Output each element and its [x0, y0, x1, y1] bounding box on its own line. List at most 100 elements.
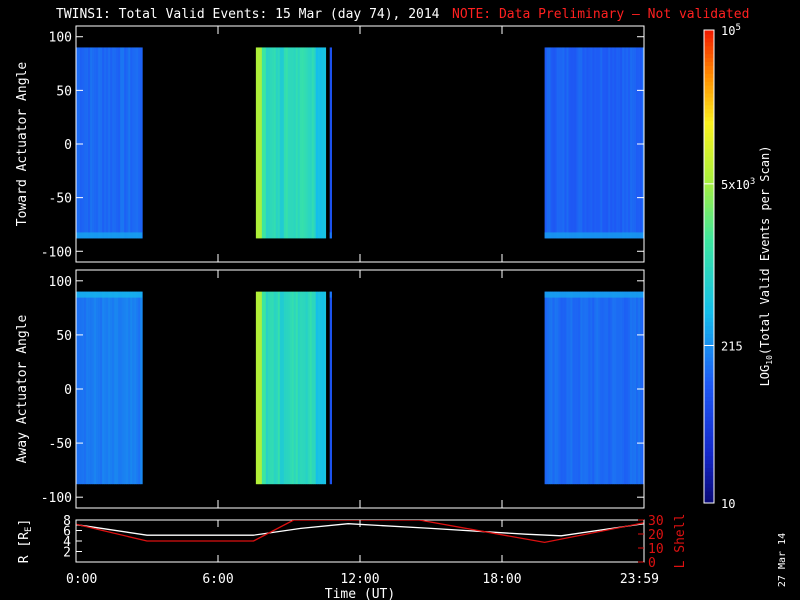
- heatmap-column: [255, 47, 259, 239]
- svg-text:LOG10(Total Valid Events per S: LOG10(Total Valid Events per Scan): [758, 146, 774, 387]
- colorbar-segment: [704, 305, 714, 311]
- heatmap-column: [640, 47, 643, 239]
- colorbar-segment: [704, 250, 714, 256]
- heatmap-column: [289, 291, 293, 485]
- colorbar-segment: [704, 41, 714, 47]
- heatmap-column: [291, 47, 295, 239]
- heatmap-column: [578, 47, 581, 239]
- heatmap-column: [311, 47, 315, 239]
- heatmap-column: [134, 47, 137, 239]
- heatmap-column: [132, 47, 135, 239]
- colorbar-segment: [704, 116, 714, 122]
- heatmap-column: [78, 47, 81, 239]
- heatmap-column: [128, 47, 131, 239]
- heatmap-column: [608, 47, 611, 239]
- heatmap-column: [544, 291, 547, 485]
- colorbar-segment: [704, 120, 714, 126]
- heatmap-column: [261, 291, 265, 485]
- colorbar-segment: [704, 258, 714, 264]
- colorbar-segment: [704, 100, 714, 106]
- heatmap-column: [128, 291, 131, 485]
- y-tick-label: -50: [49, 192, 72, 207]
- colorbar-segment: [704, 416, 714, 421]
- heatmap-column: [560, 291, 563, 485]
- heatmap-column: [279, 291, 283, 485]
- heatmap-column: [546, 47, 549, 239]
- heatmap-column: [108, 291, 111, 485]
- heatmap-column: [259, 291, 263, 485]
- heatmap-column: [311, 291, 315, 485]
- l-shell-series-line: [76, 520, 644, 544]
- colorbar-segment: [704, 128, 714, 133]
- data-block: [255, 291, 327, 485]
- x-tick-label: 18:00: [482, 572, 521, 587]
- heatmap-column: [544, 47, 547, 239]
- heatmap-column: [104, 291, 107, 485]
- heatmap-column: [78, 291, 81, 485]
- heatmap-column: [568, 47, 571, 239]
- colorbar-segment: [704, 171, 714, 177]
- heatmap-column: [120, 291, 123, 485]
- heatmap-column: [600, 47, 603, 239]
- heatmap-column: [624, 47, 627, 239]
- heatmap-column: [299, 291, 303, 485]
- colorbar-segment: [704, 57, 714, 63]
- heatmap-column: [297, 47, 301, 239]
- heatmap-column: [303, 291, 307, 485]
- heatmap-column: [590, 291, 593, 485]
- heatmap-column: [590, 47, 593, 239]
- heatmap-column: [606, 47, 609, 239]
- heatmap-column: [556, 291, 559, 485]
- heatmap-column: [604, 47, 607, 239]
- heatmap-column: [550, 47, 553, 239]
- heatmap-column: [102, 291, 105, 485]
- colorbar-segment: [704, 380, 714, 386]
- heatmap-column: [315, 291, 319, 485]
- heatmap-column: [592, 47, 595, 239]
- heatmap-column: [614, 291, 617, 485]
- heatmap-column: [271, 291, 275, 485]
- left-y-tick-label: 6: [63, 525, 71, 540]
- data-block: [255, 47, 327, 239]
- heatmap-column: [546, 291, 549, 485]
- heatmap-column: [636, 291, 639, 485]
- toward-heatmap-panel: 100 50 0 -50 -100 Toward Actuator Angle: [15, 25, 645, 263]
- heatmap-column: [301, 47, 305, 239]
- heatmap-column: [269, 291, 273, 485]
- colorbar-segment: [704, 53, 714, 59]
- y-tick-label: 100: [49, 31, 72, 46]
- heatmap-edge-row: [76, 232, 143, 239]
- heatmap-column: [640, 291, 643, 485]
- heatmap-column: [122, 47, 125, 239]
- colorbar-segment: [704, 439, 714, 445]
- heatmap-column: [568, 291, 571, 485]
- heatmap-column: [638, 291, 641, 485]
- colorbar-segment: [704, 104, 714, 110]
- heatmap-column: [283, 47, 287, 239]
- heatmap-column: [263, 291, 267, 485]
- y-tick-label: 50: [56, 329, 72, 344]
- heatmap-column: [548, 47, 551, 239]
- heatmap-column: [297, 291, 301, 485]
- colorbar-segment: [704, 140, 714, 145]
- heatmap-column: [273, 47, 277, 239]
- colorbar-segment: [704, 447, 714, 453]
- heatmap-column: [620, 47, 623, 239]
- heatmap-column: [106, 291, 109, 485]
- heatmap-column: [281, 47, 285, 239]
- colorbar-segment: [704, 451, 714, 457]
- colorbar-segment: [704, 353, 714, 358]
- heatmap-column: [317, 291, 321, 485]
- heatmap-column: [630, 47, 633, 239]
- heatmap-column: [269, 47, 273, 239]
- heatmap-column: [122, 291, 125, 485]
- heatmap-column: [285, 291, 289, 485]
- colorbar-segment: [704, 242, 714, 248]
- heatmap-column: [86, 291, 89, 485]
- left-y-tick-label: 4: [63, 535, 71, 550]
- heatmap-column: [592, 291, 595, 485]
- heatmap-column: [572, 291, 575, 485]
- heatmap-column: [329, 47, 332, 239]
- data-block: [329, 291, 332, 485]
